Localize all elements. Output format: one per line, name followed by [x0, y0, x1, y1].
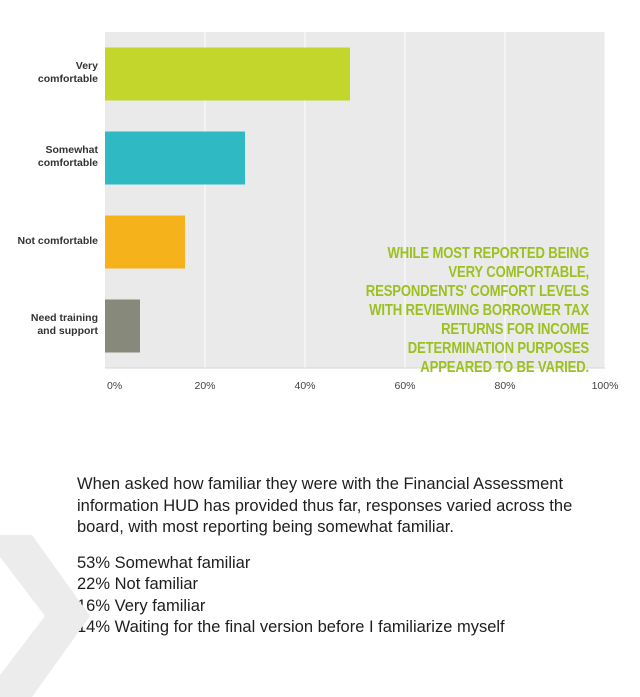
bars: [105, 47, 350, 353]
category-label: Very comfortable: [37, 60, 98, 85]
stat-item: 14% Waiting for the final version before…: [77, 618, 505, 636]
category-label: Need training and support: [30, 312, 98, 337]
bar: [105, 299, 140, 353]
x-axis-ticks: 0% 20% 40% 60% 80% 100%: [107, 380, 618, 392]
summary-paragraph: When asked how familiar they were with t…: [77, 475, 573, 536]
chevron-decoration: [0, 535, 90, 697]
bar: [105, 131, 245, 185]
stat-item: 22% Not familiar: [77, 575, 199, 593]
x-tick-label: 20%: [194, 380, 215, 392]
x-tick-label: 100%: [592, 380, 619, 392]
x-tick-label: 80%: [494, 380, 515, 392]
x-tick-label: 60%: [394, 380, 415, 392]
bar: [105, 215, 185, 269]
bar-chart: 0% 20% 40% 60% 80% 100%: [105, 32, 618, 392]
category-label: Somewhat comfortable: [37, 144, 98, 169]
chart-annotation: While most reported being very comfortab…: [365, 245, 589, 376]
stat-item: 53% Somewhat familiar: [77, 553, 251, 572]
x-tick-label: 0%: [107, 380, 122, 392]
summary-text: When asked how familiar they were with t…: [77, 474, 617, 639]
x-tick-label: 40%: [294, 380, 315, 392]
category-label: Not comfortable: [17, 234, 98, 247]
stats-list: 53% Somewhat familiar 22% Not familiar 1…: [77, 553, 617, 639]
stat-item: 16% Very familiar: [77, 596, 206, 615]
bar: [105, 47, 350, 101]
